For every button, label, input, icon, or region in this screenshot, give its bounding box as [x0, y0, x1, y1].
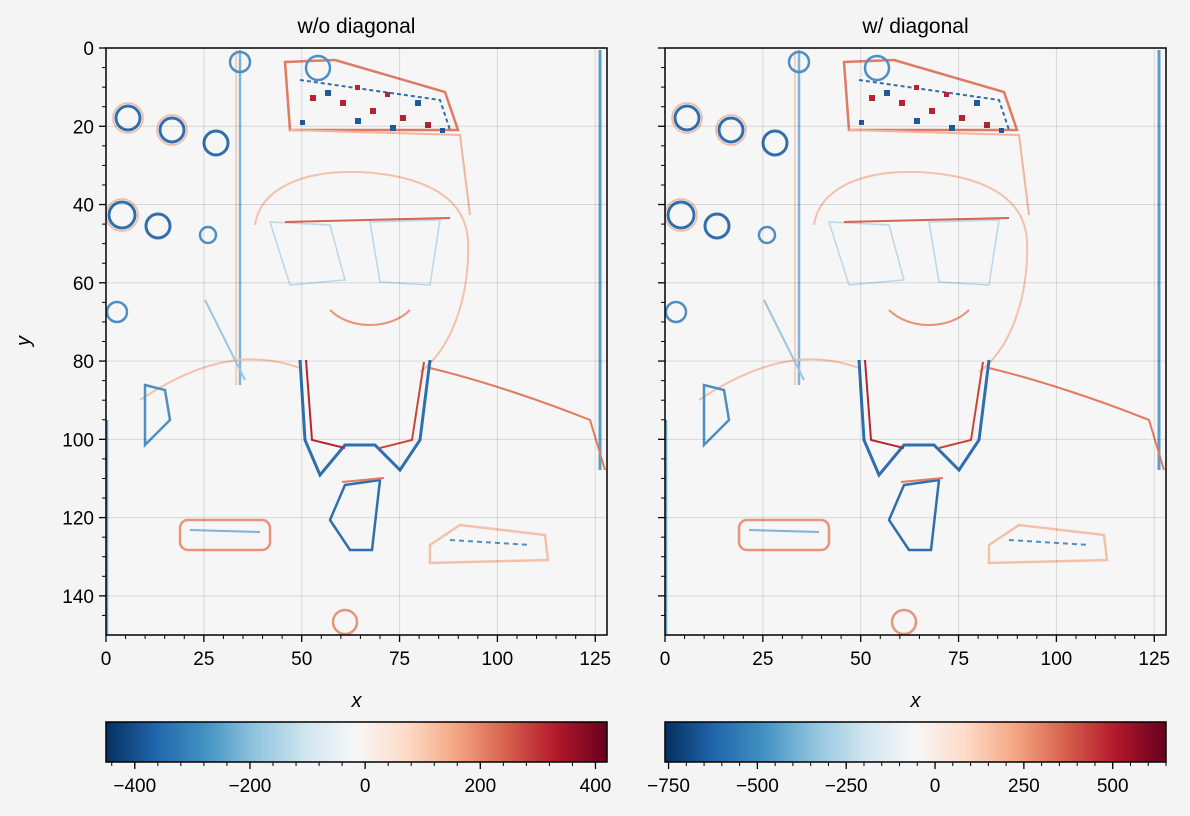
- colorbar-tick-label: −750: [647, 776, 690, 797]
- y-axis-label: y: [13, 335, 35, 348]
- heatmap-area: [106, 48, 607, 635]
- colorbar-tick-label: 250: [1008, 776, 1040, 797]
- y-tick-label: 120: [62, 509, 94, 530]
- y-tick-label: 100: [62, 430, 94, 451]
- y-tick-label: 20: [73, 117, 94, 138]
- x-tick-label: 0: [101, 649, 112, 670]
- colorbar-tick-label: 400: [580, 776, 612, 797]
- colorbar-tick-label: 0: [930, 776, 941, 797]
- colorbar-tick-label: −250: [825, 776, 868, 797]
- heatmap-area: [665, 48, 1166, 635]
- x-tick-label: 25: [193, 649, 214, 670]
- colorbar-tick-label: −200: [229, 776, 272, 797]
- y-tick-label: 140: [62, 587, 94, 608]
- y-tick-label: 60: [73, 274, 94, 295]
- panel-wo-diagonal: w/o diagonal 0 25 50 75 100 125 0 20 40 60 80 100 12…: [13, 15, 611, 797]
- x-tick-label: 25: [752, 649, 773, 670]
- y-tick-label: 40: [73, 196, 94, 217]
- colorbar: [664, 721, 1167, 763]
- colorbar-tick-label: 0: [360, 776, 371, 797]
- colorbar-tick-label: 500: [1097, 776, 1129, 797]
- panel-w-diagonal: w/ diagonal 0 25 50 75 100 125 x −750 −500 −250…: [647, 15, 1170, 797]
- x-tick-label: 125: [1138, 649, 1170, 670]
- panel-title: w/o diagonal: [297, 15, 416, 38]
- colorbar-tick-label: −500: [736, 776, 779, 797]
- colorbar-tick-label: 200: [464, 776, 496, 797]
- x-tick-label: 100: [1041, 649, 1073, 670]
- y-tick-label: 80: [73, 352, 94, 373]
- x-axis-label: x: [910, 690, 922, 712]
- axis-ticks: 0 25 50 75 100 125 0 20 40 60 80 100 120 140: [62, 39, 611, 670]
- x-axis-label: x: [351, 690, 363, 712]
- x-tick-label: 50: [850, 649, 871, 670]
- colorbar-ticks: −400 −200 0 200 400: [111, 762, 612, 797]
- colorbar-ticks: −750 −500 −250 0 250 500: [647, 762, 1167, 797]
- panel-title: w/ diagonal: [861, 15, 968, 38]
- y-tick-label: 0: [83, 39, 94, 60]
- axis-ticks: 0 25 50 75 100 125: [658, 47, 1170, 670]
- gridlines: [105, 47, 607, 635]
- x-tick-label: 50: [291, 649, 312, 670]
- x-tick-label: 125: [579, 649, 611, 670]
- x-tick-label: 75: [948, 649, 969, 670]
- colorbar-tick-label: −400: [113, 776, 156, 797]
- x-tick-label: 0: [660, 649, 671, 670]
- x-tick-label: 75: [389, 649, 410, 670]
- colorbar: [105, 721, 608, 763]
- x-tick-label: 100: [482, 649, 514, 670]
